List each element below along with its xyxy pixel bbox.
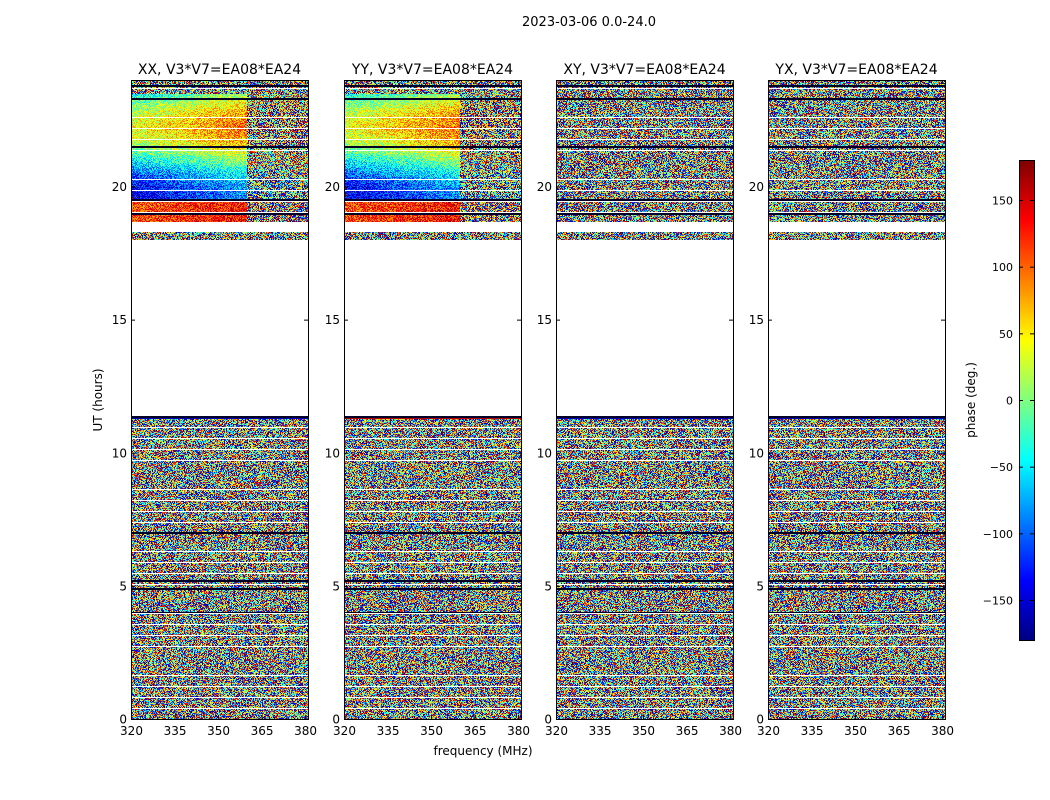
x-tick-label-xy: 350 (632, 724, 655, 738)
panel-title-yx: YX, V3*V7=EA08*EA24 (774, 62, 937, 78)
heatmap-xy (556, 80, 733, 719)
y-tick-label-yy: 20 (325, 180, 340, 194)
x-tick-label-yy: 320 (333, 724, 356, 738)
y-tick-label-yx: 20 (749, 180, 764, 194)
x-tick-label-xx: 365 (251, 724, 274, 738)
y-tick-label-xx: 10 (112, 446, 127, 460)
figure-suptitle: 2023-03-06 0.0-24.0 (522, 15, 656, 30)
x-axis-label: frequency (MHz) (433, 744, 532, 758)
x-tick-label-xx: 335 (164, 724, 187, 738)
x-tick-label-yx: 335 (801, 724, 824, 738)
y-tick-label-xy: 10 (537, 446, 552, 460)
colorbar-tick-label: −50 (990, 461, 1013, 474)
y-tick-label-yy: 0 (332, 713, 340, 727)
y-tick-label-yx: 5 (756, 579, 764, 593)
axes-frame-yy (344, 80, 522, 720)
colorbar-gradient (1019, 160, 1034, 640)
colorbar-tick-label: 50 (999, 328, 1013, 341)
colorbar-tick-label: 0 (1006, 395, 1013, 408)
x-tick-label-xx: 320 (120, 724, 143, 738)
x-tick-label-xy: 320 (545, 724, 568, 738)
panel-title-xy: XY, V3*V7=EA08*EA24 (563, 62, 725, 78)
y-tick-label-yy: 10 (325, 446, 340, 460)
axes-frame-xy (556, 80, 734, 720)
x-tick-label-yy: 350 (420, 724, 443, 738)
axes-frame-yx (768, 80, 946, 720)
x-tick-label-xy: 380 (719, 724, 742, 738)
y-tick-label-xx: 0 (119, 713, 127, 727)
x-tick-label-yy: 335 (377, 724, 400, 738)
x-tick-label-yx: 350 (844, 724, 867, 738)
y-tick-label-xy: 5 (544, 579, 552, 593)
colorbar-label: phase (deg.) (964, 362, 978, 438)
x-tick-label-xx: 380 (294, 724, 317, 738)
x-tick-label-xx: 350 (207, 724, 230, 738)
x-tick-label-yx: 365 (888, 724, 911, 738)
colorbar-tick-label: 150 (992, 195, 1013, 208)
x-tick-label-yy: 380 (507, 724, 530, 738)
axes-frame-xx (131, 80, 309, 720)
panel-title-yy: YY, V3*V7=EA08*EA24 (351, 62, 513, 78)
heatmap-yx (768, 80, 945, 719)
x-tick-label-yy: 365 (464, 724, 487, 738)
x-tick-label-yx: 320 (757, 724, 780, 738)
y-tick-label-xx: 15 (112, 313, 127, 327)
x-tick-label-yx: 380 (931, 724, 954, 738)
y-tick-label-xy: 0 (544, 713, 552, 727)
heatmap-yy (344, 80, 521, 719)
y-tick-label-xy: 15 (537, 313, 552, 327)
y-tick-label-yy: 5 (332, 579, 340, 593)
x-tick-label-xy: 365 (676, 724, 699, 738)
y-tick-label-yy: 15 (325, 313, 340, 327)
y-tick-label-xy: 20 (537, 180, 552, 194)
y-tick-label-yx: 0 (756, 713, 764, 727)
x-tick-label-xy: 335 (589, 724, 612, 738)
panel-title-xx: XX, V3*V7=EA08*EA24 (138, 62, 301, 78)
y-tick-label-xx: 20 (112, 180, 127, 194)
heatmap-xx (131, 80, 308, 719)
y-tick-label-yx: 15 (749, 313, 764, 327)
y-tick-label-xx: 5 (119, 579, 127, 593)
colorbar-tick-label: −100 (983, 528, 1013, 541)
colorbar-tick-label: 100 (992, 261, 1013, 274)
y-axis-label: UT (hours) (91, 368, 105, 431)
y-tick-label-yx: 10 (749, 446, 764, 460)
colorbar-tick-label: −150 (983, 595, 1013, 608)
